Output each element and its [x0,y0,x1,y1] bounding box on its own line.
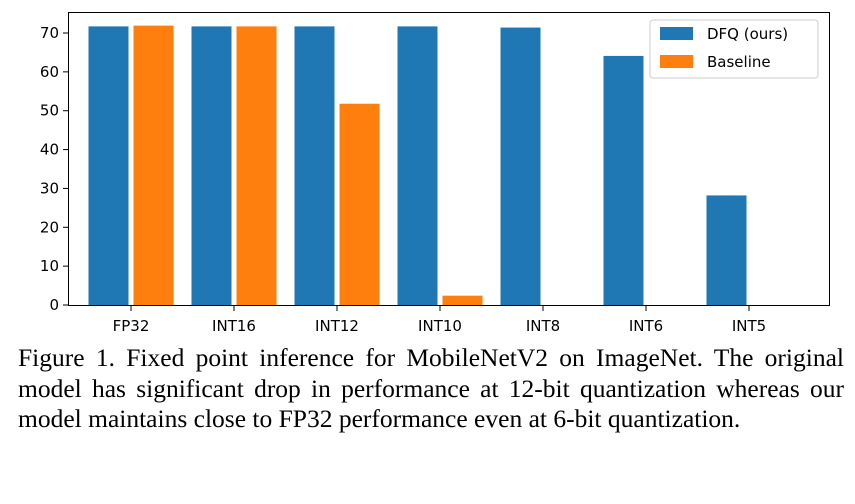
bar-baseline-fp32 [133,25,174,305]
plot-frame [68,12,830,306]
x-tick-label-int5: INT5 [732,317,766,335]
x-axis: FP32 INT16 INT12 INT10 INT8 INT6 INT5 [113,305,766,335]
bars-group [88,25,747,306]
legend-label-baseline: Baseline [707,53,771,71]
y-tick-label: 70 [40,24,59,42]
x-tick-label-int10: INT10 [418,317,462,335]
bar-chart: 0 10 20 30 40 50 60 70 FP32 INT16 INT12 INT10 INT8 I… [40,12,830,335]
y-axis: 0 10 20 30 40 50 60 70 [40,24,69,314]
figure-caption: Figure 1. Fixed point inference for Mobi… [18,343,844,433]
bar-dfq-int12 [294,26,335,305]
bar-dfq-fp32 [88,26,129,305]
bar-baseline-int16 [236,26,277,305]
bar-dfq-int6 [603,55,644,305]
legend-label-dfq: DFQ (ours) [707,25,788,43]
y-tick-label: 60 [40,63,59,81]
x-tick-label-fp32: FP32 [113,317,150,335]
y-tick-label: 0 [49,296,59,314]
bar-baseline-int12 [339,103,380,305]
x-tick-label-int8: INT8 [526,317,560,335]
y-tick-label: 40 [40,141,59,159]
bar-dfq-int16 [191,26,232,305]
legend-swatch-dfq [660,27,693,40]
x-tick-label-int6: INT6 [629,317,663,335]
x-tick-label-int12: INT12 [315,317,359,335]
bar-dfq-int5 [706,195,747,305]
y-tick-label: 10 [40,257,59,275]
y-tick-label: 50 [40,102,59,120]
bar-dfq-int10 [397,26,438,305]
bar-baseline-int10 [442,295,483,305]
legend-swatch-baseline [660,55,693,68]
y-tick-label: 30 [40,179,59,197]
y-tick-label: 20 [40,218,59,236]
legend: DFQ (ours) Baseline [649,19,819,79]
bar-dfq-int8 [500,27,541,306]
x-tick-label-int16: INT16 [212,317,256,335]
